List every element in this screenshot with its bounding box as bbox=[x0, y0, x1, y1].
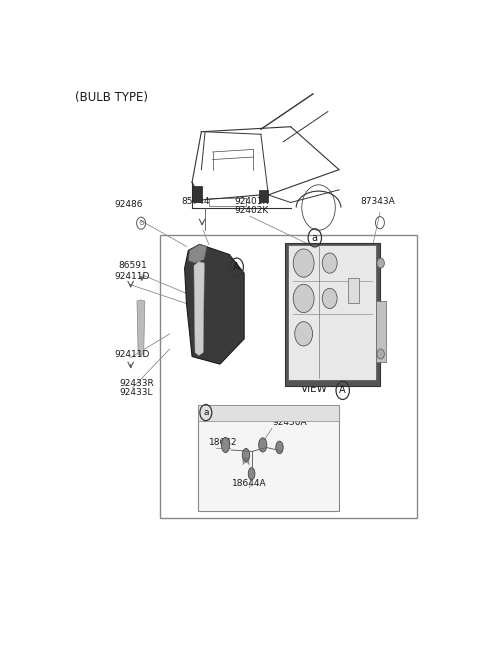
Circle shape bbox=[377, 349, 384, 359]
Text: 18644A: 18644A bbox=[232, 479, 267, 488]
Text: a: a bbox=[203, 408, 209, 417]
Bar bbox=[348, 278, 360, 304]
Polygon shape bbox=[194, 262, 204, 356]
Circle shape bbox=[377, 258, 384, 268]
Polygon shape bbox=[188, 245, 207, 263]
Polygon shape bbox=[185, 245, 244, 364]
Ellipse shape bbox=[276, 441, 283, 454]
Text: a: a bbox=[312, 233, 318, 243]
Polygon shape bbox=[137, 300, 145, 356]
Ellipse shape bbox=[259, 438, 267, 452]
Text: 92486: 92486 bbox=[115, 200, 143, 209]
Text: 92402K: 92402K bbox=[235, 206, 269, 215]
Circle shape bbox=[322, 289, 337, 308]
Polygon shape bbox=[140, 277, 144, 281]
Ellipse shape bbox=[248, 468, 255, 480]
FancyBboxPatch shape bbox=[285, 243, 380, 386]
Ellipse shape bbox=[221, 438, 229, 453]
Text: 92433L: 92433L bbox=[120, 388, 153, 397]
Text: (BULB TYPE): (BULB TYPE) bbox=[75, 91, 148, 104]
Bar bbox=[376, 301, 385, 361]
Text: 86591: 86591 bbox=[118, 260, 147, 270]
Text: 92433R: 92433R bbox=[120, 379, 154, 388]
Circle shape bbox=[293, 249, 314, 277]
Bar bbox=[259, 190, 268, 203]
Bar bbox=[198, 405, 339, 510]
Text: 92401K: 92401K bbox=[235, 197, 269, 206]
Circle shape bbox=[295, 321, 312, 346]
Text: 92450A: 92450A bbox=[272, 419, 307, 427]
Circle shape bbox=[322, 253, 337, 273]
Text: ⊙: ⊙ bbox=[138, 220, 144, 226]
Text: A: A bbox=[233, 262, 240, 272]
Ellipse shape bbox=[242, 449, 250, 462]
Text: 92411D: 92411D bbox=[114, 350, 149, 359]
Text: A: A bbox=[339, 385, 346, 396]
Bar bbox=[160, 236, 417, 518]
Bar bbox=[198, 405, 339, 420]
Text: VIEW: VIEW bbox=[301, 384, 328, 394]
Text: 85744: 85744 bbox=[181, 197, 210, 206]
Bar bbox=[192, 186, 203, 202]
Text: 18642: 18642 bbox=[209, 438, 237, 447]
Text: 87343A: 87343A bbox=[360, 197, 396, 206]
Circle shape bbox=[293, 284, 314, 313]
Bar bbox=[288, 245, 376, 380]
Bar bbox=[209, 198, 246, 206]
Text: 92411D: 92411D bbox=[114, 272, 149, 281]
